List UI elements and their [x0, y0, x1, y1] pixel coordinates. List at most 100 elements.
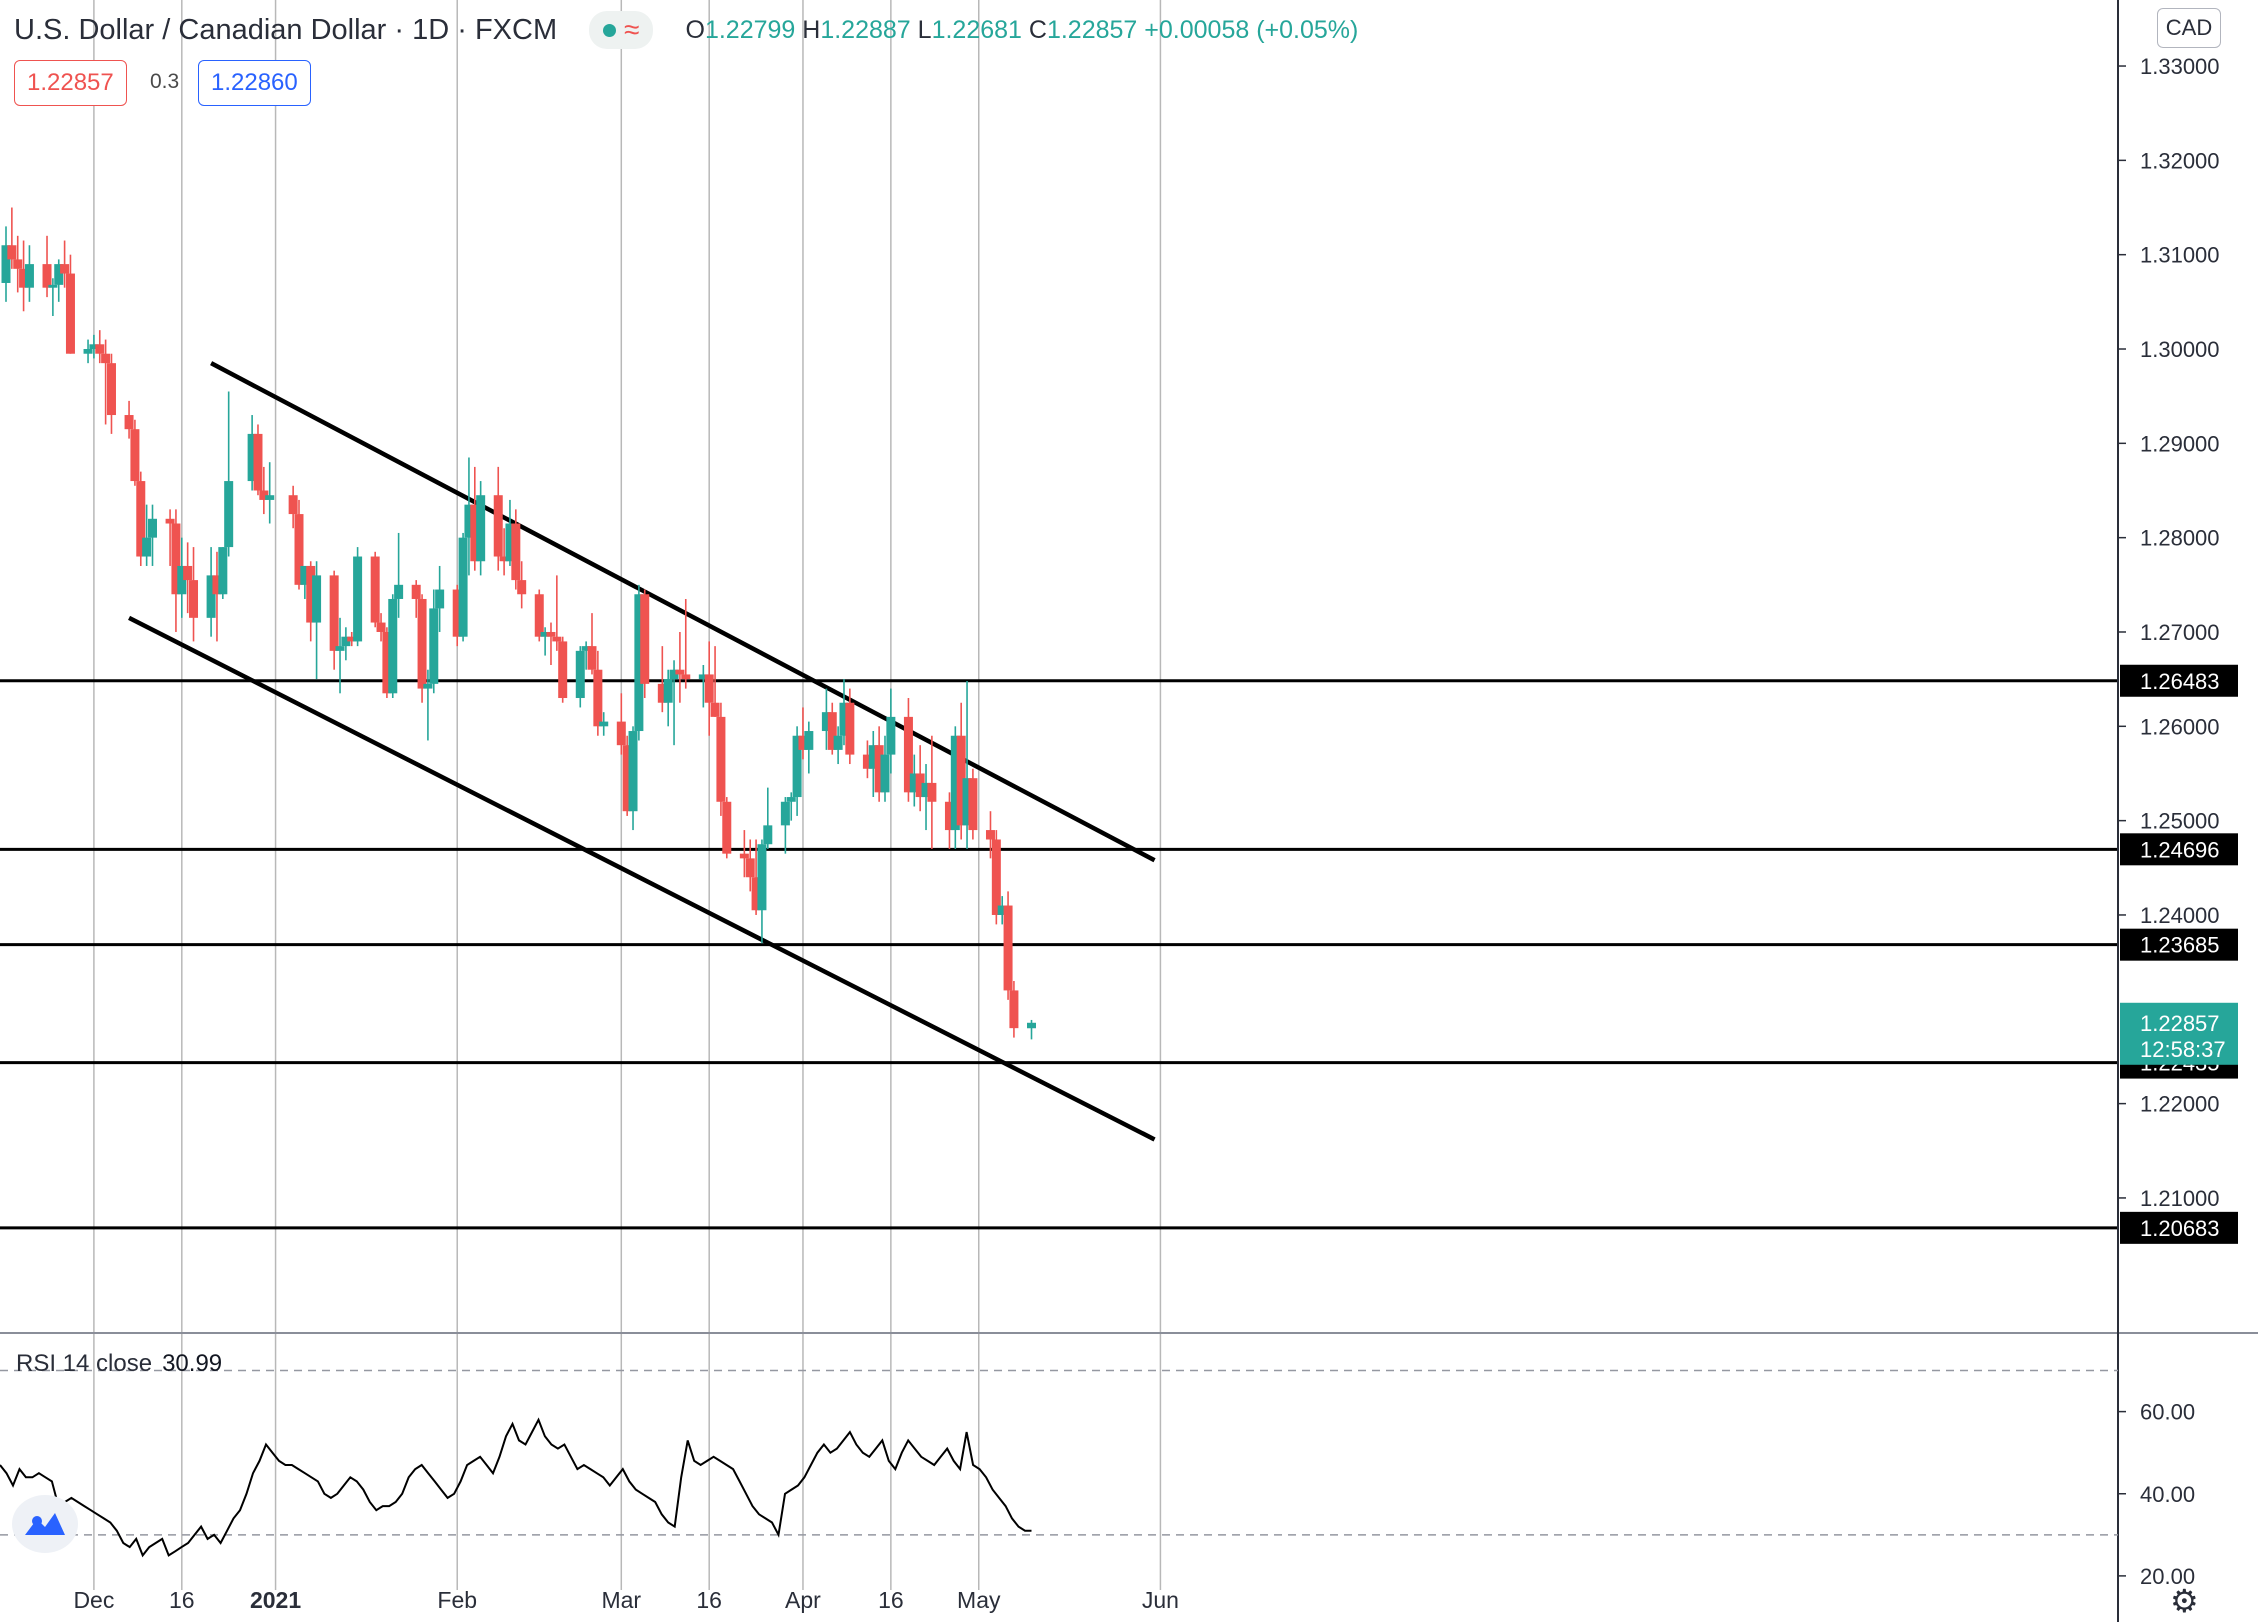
currency-button[interactable]: CAD — [2157, 8, 2221, 48]
candle-body — [886, 716, 896, 755]
candle-body — [499, 556, 509, 562]
candle-body — [991, 839, 1001, 915]
candle-body — [382, 631, 392, 694]
visibility-wave-icon: ≈ — [624, 14, 640, 45]
rsi-line — [0, 1417, 1032, 1558]
level-price-label: 1.23685 — [2140, 933, 2220, 958]
rsi-legend: RSI 14 close 30.99 — [16, 1350, 222, 1378]
price-tick-label: 1.25000 — [2140, 809, 2220, 834]
candle-body — [224, 481, 234, 548]
candle-body — [394, 584, 404, 599]
candle-body — [710, 702, 720, 717]
trend-channel — [128, 361, 1156, 1142]
candle-body — [698, 674, 708, 680]
candle-body — [247, 433, 257, 482]
status-dot-icon — [603, 23, 617, 37]
change-value: +0.00058 (+0.05%) — [1144, 15, 1359, 44]
candle-body — [581, 646, 591, 651]
candle-body — [956, 735, 966, 826]
candle-body — [7, 245, 17, 260]
candlestick-series — [1, 207, 1036, 1040]
candle-body — [511, 523, 521, 581]
candle-body — [757, 844, 767, 911]
candle-body — [862, 754, 872, 769]
candle-body — [206, 575, 216, 618]
candle-body — [657, 683, 667, 703]
level-price-tag — [2120, 833, 2238, 866]
price-tick-label: 1.24000 — [2140, 903, 2220, 928]
tradingview-logo-icon[interactable] — [12, 1495, 78, 1553]
candle-body — [1003, 905, 1013, 991]
candle-body — [89, 344, 99, 350]
candle-body — [505, 523, 515, 562]
trend-channel-line — [210, 361, 1156, 863]
candle-body — [909, 773, 919, 793]
candle-body — [83, 349, 93, 354]
candle-body — [42, 264, 52, 288]
candle-body — [60, 264, 70, 274]
candle-body — [95, 344, 105, 354]
candle-body — [19, 268, 29, 288]
candle-body — [792, 735, 802, 798]
candle-body — [312, 575, 322, 623]
candle-body — [376, 622, 386, 632]
candle-body — [903, 716, 913, 793]
candle-body — [329, 575, 339, 651]
candle-body — [253, 433, 263, 491]
x-tick-label: Jun — [1142, 1587, 1179, 1613]
price-tick-label: 1.21000 — [2140, 1186, 2220, 1211]
last-price-tag-box — [2120, 1002, 2238, 1065]
candle-body — [540, 631, 550, 637]
symbol-title[interactable]: U.S. Dollar / Canadian Dollar · 1D · FXC… — [14, 13, 558, 46]
x-tick-label: 16 — [878, 1587, 904, 1613]
candle-body — [599, 721, 609, 727]
candle-body — [142, 537, 152, 557]
candle-body — [177, 565, 187, 595]
candle-body — [868, 745, 878, 769]
candle-body — [417, 598, 427, 689]
candle-body — [669, 669, 679, 680]
x-tick-label: 16 — [169, 1587, 195, 1613]
candle-body — [265, 495, 275, 500]
candle-body — [827, 712, 837, 750]
candle-body — [968, 778, 978, 831]
candle-body — [65, 273, 75, 354]
price-tick-label: 1.31000 — [2140, 243, 2220, 268]
sell-button[interactable]: 1.22857 — [14, 60, 127, 106]
candle-body — [739, 853, 749, 859]
candle-body — [927, 782, 937, 802]
x-tick-label: 2021 — [250, 1587, 301, 1613]
candle-body — [429, 608, 439, 684]
close-label: C — [1028, 15, 1047, 44]
chart-header: U.S. Dollar / Canadian Dollar · 1D · FXC… — [14, 8, 1358, 52]
candle-body — [634, 594, 644, 732]
candle-body — [1, 245, 11, 283]
price-tick-label: 1.33000 — [2140, 54, 2220, 79]
candle-body — [130, 429, 140, 482]
spread-value: 0.3 — [150, 70, 180, 93]
buy-button[interactable]: 1.22860 — [198, 60, 311, 106]
candle-body — [124, 415, 134, 430]
x-tick-label: Feb — [437, 1587, 477, 1613]
x-tick-label: May — [957, 1587, 1001, 1613]
candle-body — [704, 674, 714, 703]
candle-body — [335, 646, 345, 651]
price-tick-label: 1.29000 — [2140, 431, 2220, 456]
candle-body — [874, 745, 884, 793]
candle-body — [171, 523, 181, 595]
candle-body — [804, 731, 814, 750]
visibility-pill[interactable]: ≈ — [589, 11, 654, 49]
candle-body — [476, 495, 486, 562]
candle-body — [388, 598, 398, 694]
settings-gear-icon[interactable]: ⚙ — [2170, 1583, 2199, 1619]
high-value: 1.22887 — [820, 15, 911, 44]
candle-body — [136, 481, 146, 557]
candle-body — [915, 773, 925, 798]
trend-channel-line — [128, 615, 1156, 1142]
candle-body — [452, 589, 462, 637]
candle-body — [845, 702, 855, 755]
candle-body — [24, 264, 34, 288]
candle-body — [821, 712, 831, 732]
